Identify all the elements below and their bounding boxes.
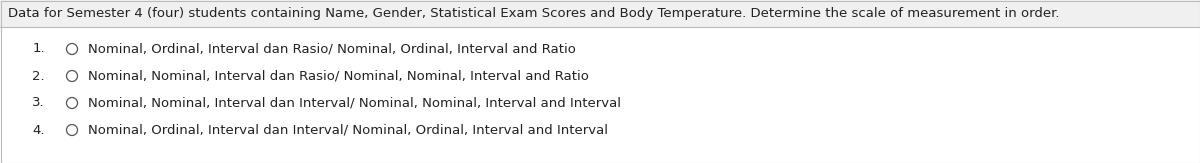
Circle shape bbox=[66, 97, 78, 109]
Text: 1.: 1. bbox=[32, 43, 46, 55]
Circle shape bbox=[66, 44, 78, 54]
Text: Data for Semester 4 (four) students containing Name, Gender, Statistical Exam Sc: Data for Semester 4 (four) students cont… bbox=[8, 7, 1060, 20]
Text: 2.: 2. bbox=[32, 69, 46, 82]
Bar bbox=[0, 0, 1200, 27]
Text: 3.: 3. bbox=[32, 96, 46, 110]
Circle shape bbox=[66, 71, 78, 82]
Text: Nominal, Nominal, Interval dan Rasio/ Nominal, Nominal, Interval and Ratio: Nominal, Nominal, Interval dan Rasio/ No… bbox=[88, 69, 589, 82]
Circle shape bbox=[66, 125, 78, 135]
Text: 4.: 4. bbox=[32, 124, 46, 136]
Text: Nominal, Ordinal, Interval dan Interval/ Nominal, Ordinal, Interval and Interval: Nominal, Ordinal, Interval dan Interval/… bbox=[88, 124, 608, 136]
Text: Nominal, Nominal, Interval dan Interval/ Nominal, Nominal, Interval and Interval: Nominal, Nominal, Interval dan Interval/… bbox=[88, 96, 622, 110]
Text: Nominal, Ordinal, Interval dan Rasio/ Nominal, Ordinal, Interval and Ratio: Nominal, Ordinal, Interval dan Rasio/ No… bbox=[88, 43, 576, 55]
